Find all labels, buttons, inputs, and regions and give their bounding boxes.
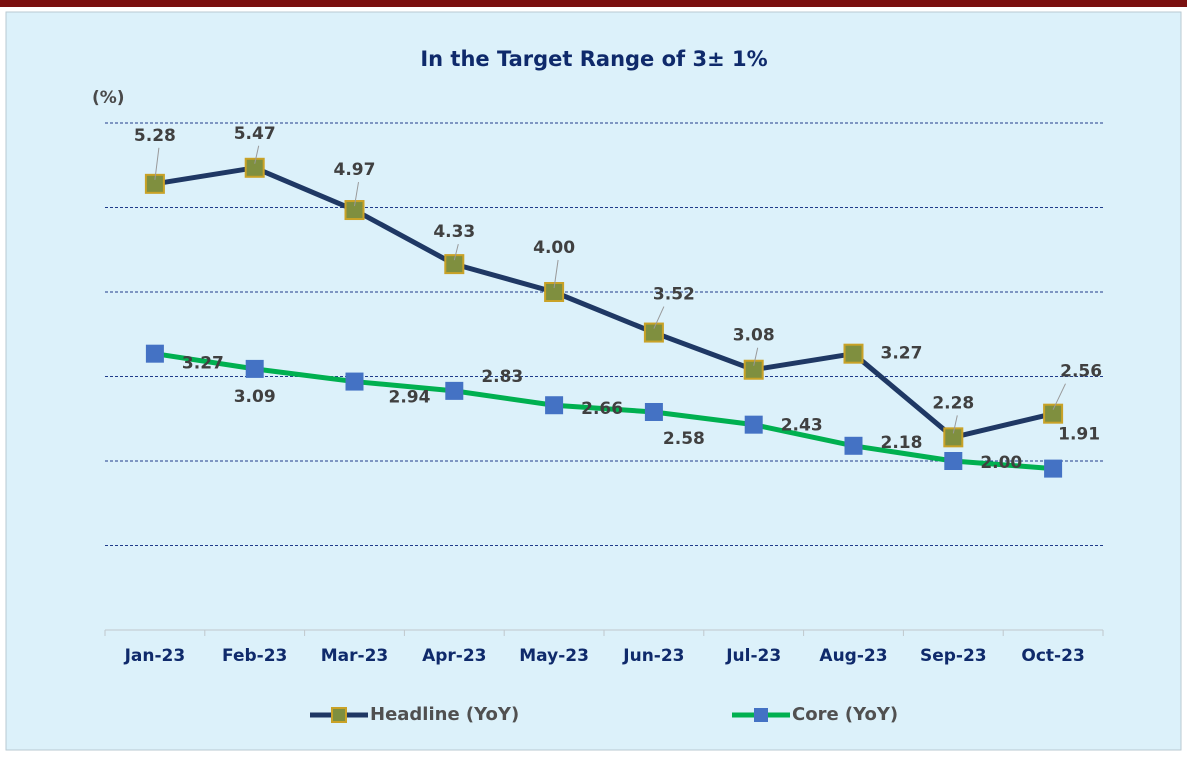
marker — [245, 359, 264, 378]
data-label: 4.00 — [533, 238, 575, 258]
data-label: 2.94 — [389, 388, 431, 408]
marker — [545, 396, 564, 415]
data-label: 2.83 — [481, 367, 523, 387]
data-label: 1.91 — [1058, 425, 1100, 445]
x-tick-label: Oct-23 — [1021, 646, 1084, 666]
data-label: 2.00 — [980, 453, 1022, 473]
leader-line — [154, 147, 160, 180]
marker — [843, 343, 864, 364]
x-tick-label: Aug-23 — [819, 646, 887, 666]
data-label: 3.52 — [653, 285, 695, 305]
marker — [145, 344, 164, 363]
marker — [445, 381, 464, 400]
marker — [244, 157, 265, 178]
x-tick-label: Jan-23 — [124, 646, 186, 666]
data-label: 3.08 — [733, 326, 775, 346]
y-axis-label: (%) — [92, 88, 125, 108]
marker — [1043, 403, 1064, 424]
legend-label: Core (YoY) — [792, 704, 898, 725]
data-label: 3.27 — [182, 354, 224, 374]
leader-line — [653, 306, 665, 329]
series-line — [154, 165, 1054, 440]
marker — [644, 402, 663, 421]
data-label: 2.18 — [881, 433, 923, 453]
data-label: 5.28 — [134, 126, 176, 146]
data-label: 3.27 — [881, 344, 923, 364]
data-label: 5.47 — [234, 124, 276, 144]
data-label: 2.43 — [781, 416, 823, 436]
series-line — [154, 351, 1054, 472]
leader-line — [1052, 383, 1066, 410]
data-label: 2.58 — [663, 429, 705, 449]
legend-label: Headline (YoY) — [370, 704, 519, 725]
leader-line — [952, 415, 958, 434]
marker — [345, 372, 364, 391]
marker — [444, 254, 465, 275]
marker — [544, 282, 565, 302]
marker — [344, 200, 365, 221]
leader-line — [753, 347, 759, 366]
legend-marker — [754, 708, 768, 722]
x-tick-label: Jul-23 — [725, 646, 781, 666]
x-tick-label: Apr-23 — [422, 646, 486, 666]
marker — [1044, 459, 1063, 478]
marker — [144, 173, 165, 194]
marker — [643, 322, 664, 343]
data-label: 4.97 — [334, 160, 376, 180]
marker — [744, 415, 763, 434]
leader-line — [553, 259, 559, 289]
data-label: 2.28 — [932, 393, 974, 413]
x-tick-label: Sep-23 — [920, 646, 987, 666]
chart-background — [5, 11, 1182, 751]
marker — [743, 359, 764, 380]
marker — [944, 452, 963, 470]
data-label: 3.09 — [234, 387, 276, 407]
data-label: 2.66 — [581, 399, 623, 419]
leader-line — [354, 181, 359, 207]
leader-line — [254, 145, 260, 164]
x-tick-label: Jun-23 — [622, 646, 684, 666]
marker — [943, 427, 964, 448]
marker — [844, 436, 863, 455]
leader-line — [453, 243, 459, 261]
x-tick-label: May-23 — [519, 646, 589, 666]
top-bar — [0, 0, 1187, 7]
data-label: 2.56 — [1060, 362, 1102, 382]
x-tick-label: Feb-23 — [222, 646, 287, 666]
chart-title: In the Target Range of 3± 1% — [420, 47, 767, 71]
data-label: 4.33 — [433, 222, 475, 242]
legend-marker — [331, 707, 347, 723]
x-tick-label: Mar-23 — [321, 646, 389, 666]
